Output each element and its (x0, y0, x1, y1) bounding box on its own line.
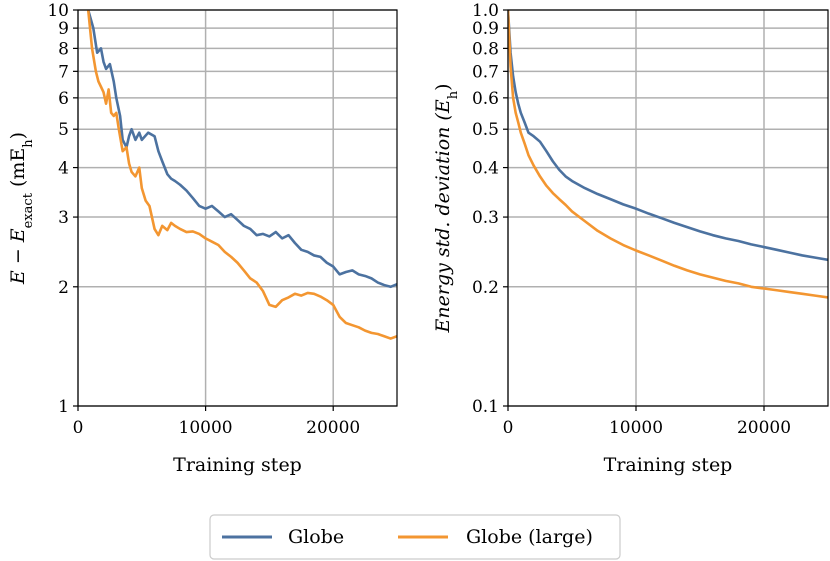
legend-label-globe: Globe (288, 526, 344, 548)
y-tick-label: 4 (58, 159, 69, 179)
y-tick-label: 1.0 (472, 1, 499, 21)
series-line-globe (86, 10, 397, 289)
series-line-globe-large (86, 10, 397, 340)
y-tick-label: 8 (58, 39, 69, 59)
right-chart-energy-std: 0 10000 20000 0.1 0.2 0.3 0.4 0.5 0.6 0.7 0.80.91.… (432, 1, 829, 476)
y-tick-label: 0.9 (472, 19, 499, 39)
x-tick-label: 0 (503, 418, 514, 438)
series-line-globe-large (508, 10, 828, 299)
y-tick-label: 0.4 (472, 159, 499, 179)
y-tick-label: 10 (47, 1, 69, 21)
x-axis-label: Training step (173, 454, 302, 476)
x-axis-label: Training step (604, 454, 733, 476)
y-tick-label: 0.8 (472, 39, 499, 59)
legend: Globe Globe (large) (209, 514, 621, 560)
y-tick-label: 1 (58, 397, 69, 417)
y-tick-label: 6 (58, 89, 69, 109)
y-axis-label: Energy std. deviation (Eh) (432, 83, 461, 333)
y-tick-label: 0.6 (472, 89, 499, 109)
x-tick-label: 10000 (179, 418, 233, 438)
plot-frame (507, 9, 829, 407)
x-tick-label: 20000 (737, 418, 791, 438)
plot-frame (77, 9, 398, 407)
y-tick-label: 3 (58, 208, 69, 228)
y-tick-label: 2 (58, 278, 69, 298)
y-tick-label: 0.2 (472, 278, 499, 298)
gridlines (77, 9, 397, 407)
x-tick-label: 20000 (306, 418, 360, 438)
y-tick-label: 0.5 (472, 120, 499, 140)
y-tick-label: 9 (58, 19, 69, 39)
legend-label-globe-large: Globe (large) (466, 526, 593, 548)
y-axis-label: E − Eexact (mEh) (7, 132, 36, 285)
y-tick-label: 0.1 (472, 397, 499, 417)
y-tick-label: 5 (58, 120, 69, 140)
x-tick-label: 0 (73, 418, 84, 438)
y-tick-label: 0.3 (472, 208, 499, 228)
x-tick-label: 10000 (609, 418, 663, 438)
series-line-globe (508, 10, 828, 262)
y-tick-label: 0.7 (472, 62, 499, 82)
y-tick-label: 7 (58, 62, 69, 82)
gridlines (507, 9, 828, 407)
